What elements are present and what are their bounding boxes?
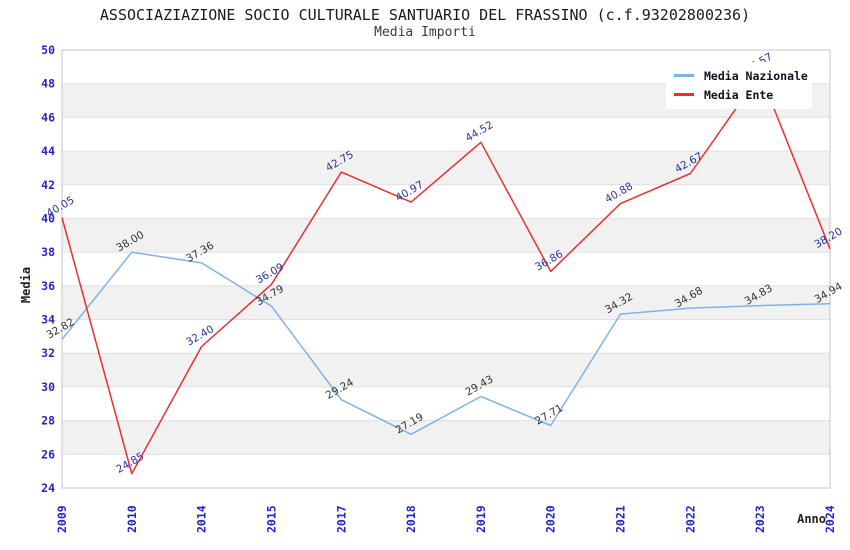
svg-text:26: 26 — [41, 447, 55, 461]
chart-subtitle: Media Importi — [374, 25, 476, 40]
legend-label-media-ente: Media Ente — [704, 87, 774, 102]
legend-swatch-media-ente-icon — [674, 93, 694, 96]
svg-text:38: 38 — [41, 245, 55, 259]
svg-text:2014: 2014 — [195, 505, 209, 533]
svg-text:34: 34 — [41, 313, 55, 327]
svg-text:2024: 2024 — [823, 505, 837, 533]
svg-text:32.40: 32.40 — [184, 323, 216, 348]
svg-text:44: 44 — [41, 144, 55, 158]
svg-text:2015: 2015 — [265, 505, 279, 533]
svg-text:46: 46 — [41, 110, 55, 124]
svg-text:2010: 2010 — [125, 505, 139, 533]
legend-item-media-ente: Media Ente — [674, 85, 812, 104]
svg-text:36.09: 36.09 — [254, 261, 286, 286]
svg-text:2020: 2020 — [544, 505, 558, 533]
svg-text:2009: 2009 — [55, 505, 69, 533]
svg-text:42: 42 — [41, 178, 55, 192]
svg-text:44.52: 44.52 — [463, 119, 495, 144]
chart-title: ASSOCIAZIAZIONE SOCIO CULTURALE SANTUARI… — [99, 6, 751, 24]
svg-text:48: 48 — [41, 77, 55, 91]
svg-text:2017: 2017 — [334, 505, 348, 533]
svg-text:40: 40 — [41, 211, 55, 225]
legend-item-media-nazionale: Media Nazionale — [674, 66, 812, 85]
svg-text:30: 30 — [41, 380, 55, 394]
x-axis-title: Anno — [797, 512, 826, 526]
svg-text:32: 32 — [41, 346, 55, 360]
svg-text:2019: 2019 — [474, 505, 488, 533]
svg-text:2018: 2018 — [404, 505, 418, 533]
svg-text:2023: 2023 — [753, 505, 767, 533]
svg-text:28: 28 — [41, 414, 55, 428]
svg-text:2022: 2022 — [683, 505, 697, 533]
y-axis-title: Media — [19, 267, 33, 303]
legend-label-media-nazionale: Media Nazionale — [704, 68, 808, 83]
svg-text:24: 24 — [41, 481, 55, 495]
svg-text:2021: 2021 — [614, 505, 628, 533]
svg-text:50: 50 — [41, 43, 55, 57]
legend-swatch-media-nazionale-icon — [674, 74, 694, 77]
chart-legend: Media Nazionale Media Ente — [666, 62, 812, 109]
svg-text:36: 36 — [41, 279, 55, 293]
